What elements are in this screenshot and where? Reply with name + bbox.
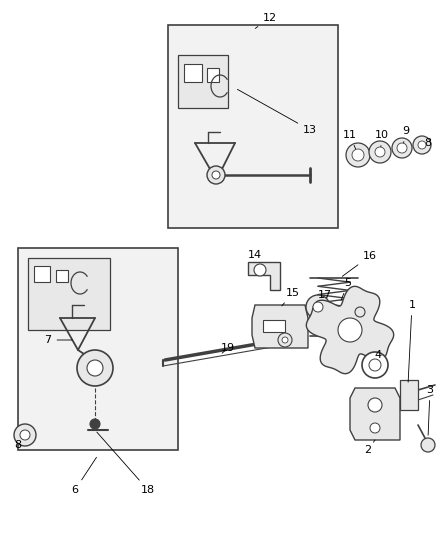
Text: 14: 14: [247, 250, 262, 266]
Bar: [34, 266, 50, 282]
Circle shape: [312, 302, 322, 312]
Bar: [184, 64, 201, 82]
Circle shape: [368, 141, 390, 163]
Circle shape: [277, 333, 291, 347]
Text: 2: 2: [364, 440, 374, 455]
Polygon shape: [28, 258, 110, 330]
Circle shape: [212, 171, 219, 179]
Circle shape: [367, 398, 381, 412]
Circle shape: [281, 337, 287, 343]
Circle shape: [20, 430, 30, 440]
Text: 15: 15: [281, 288, 299, 306]
Text: 19: 19: [220, 343, 234, 353]
Text: 9: 9: [402, 126, 409, 148]
Circle shape: [391, 138, 411, 158]
Polygon shape: [306, 286, 393, 374]
Text: 18: 18: [97, 432, 155, 495]
Text: 10: 10: [374, 130, 388, 152]
Circle shape: [420, 438, 434, 452]
Polygon shape: [251, 305, 307, 348]
Circle shape: [396, 143, 406, 153]
Text: 4: 4: [374, 350, 381, 365]
Text: 3: 3: [426, 385, 432, 435]
Text: 5: 5: [340, 278, 351, 301]
Polygon shape: [177, 55, 227, 108]
Circle shape: [417, 141, 425, 149]
Circle shape: [90, 419, 100, 429]
Text: 1: 1: [407, 300, 414, 382]
Circle shape: [337, 318, 361, 342]
Circle shape: [254, 264, 265, 276]
Circle shape: [351, 149, 363, 161]
Circle shape: [345, 143, 369, 167]
Bar: [262, 320, 284, 332]
Text: 17: 17: [317, 290, 331, 307]
Text: 12: 12: [254, 13, 276, 28]
Text: 13: 13: [237, 90, 316, 135]
Bar: [207, 68, 219, 82]
Circle shape: [305, 295, 329, 319]
Circle shape: [207, 166, 225, 184]
Bar: [399, 380, 417, 410]
Circle shape: [368, 359, 380, 371]
Circle shape: [14, 424, 36, 446]
Circle shape: [87, 360, 103, 376]
Circle shape: [354, 307, 364, 317]
Polygon shape: [247, 262, 279, 290]
Circle shape: [77, 350, 113, 386]
Circle shape: [369, 423, 379, 433]
Polygon shape: [168, 25, 337, 228]
Text: 8: 8: [424, 138, 431, 148]
Text: 8: 8: [14, 435, 25, 450]
Circle shape: [374, 147, 384, 157]
Text: 7: 7: [44, 335, 72, 345]
Bar: [56, 270, 68, 282]
Text: 11: 11: [342, 130, 356, 152]
Text: 6: 6: [71, 457, 96, 495]
Polygon shape: [18, 248, 177, 450]
Text: 16: 16: [342, 251, 376, 276]
Circle shape: [412, 136, 430, 154]
Polygon shape: [349, 388, 399, 440]
Circle shape: [361, 352, 387, 378]
